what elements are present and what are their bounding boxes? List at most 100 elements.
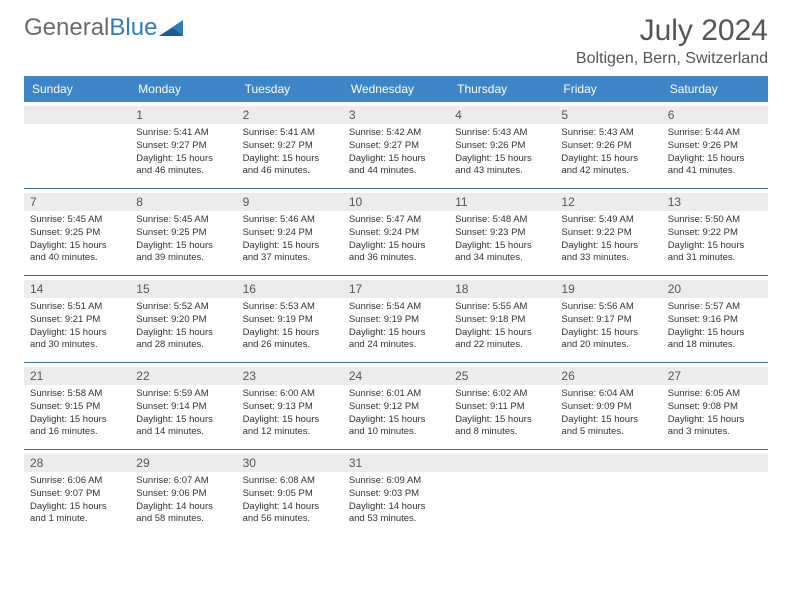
daylight-text: Daylight: 15 hours and 40 minutes. — [30, 240, 124, 266]
day-cell: 24 Sunrise: 6:01 AMSunset: 9:12 PMDayligh… — [343, 363, 449, 449]
day-cell: 14 Sunrise: 5:51 AMSunset: 9:21 PMDayligh… — [24, 276, 130, 362]
day-cell: 28Sunrise: 6:06 AMSunset: 9:07 PMDayligh… — [24, 450, 130, 536]
logo-text-gray: General — [24, 14, 109, 42]
sunset-text: Sunset: 9:13 PM — [243, 401, 337, 414]
day-number: 21 — [30, 369, 124, 383]
day-info: Sunrise: 5:41 AMSunset: 9:27 PMDaylight:… — [243, 127, 337, 178]
day-number-stripe: 25 — [449, 367, 555, 385]
day-number-stripe: 27 — [662, 367, 768, 385]
sunset-text: Sunset: 9:23 PM — [455, 227, 549, 240]
day-cell: 22Sunrise: 5:59 AMSunset: 9:14 PMDayligh… — [130, 363, 236, 449]
daylight-text: Daylight: 15 hours and 26 minutes. — [243, 327, 337, 353]
day-cell: 23Sunrise: 6:00 AMSunset: 9:13 PMDayligh… — [237, 363, 343, 449]
day-info: Sunrise: 5:44 AMSunset: 9:26 PMDaylight:… — [668, 127, 762, 178]
daylight-text: Daylight: 15 hours and 16 minutes. — [30, 414, 124, 440]
day-cell: 8Sunrise: 5:45 AMSunset: 9:25 PMDaylight… — [130, 189, 236, 275]
day-number-stripe: 12 — [555, 193, 661, 211]
sunrise-text: Sunrise: 5:52 AM — [136, 301, 230, 314]
day-number-stripe: 24 — [343, 367, 449, 385]
sunrise-text: Sunrise: 5:45 AM — [136, 214, 230, 227]
day-number: 19 — [561, 282, 655, 296]
sunset-text: Sunset: 9:27 PM — [136, 140, 230, 153]
day-number: 11 — [455, 195, 549, 209]
day-number: 26 — [561, 369, 655, 383]
day-number-stripe: 21 — [24, 367, 130, 385]
day-info: Sunrise: 5:43 AMSunset: 9:26 PMDaylight:… — [561, 127, 655, 178]
day-info: Sunrise: 6:05 AMSunset: 9:08 PMDaylight:… — [668, 388, 762, 439]
sunset-text: Sunset: 9:08 PM — [668, 401, 762, 414]
sunset-text: Sunset: 9:22 PM — [561, 227, 655, 240]
daylight-text: Daylight: 15 hours and 1 minute. — [30, 501, 124, 527]
day-number-stripe: 3 — [343, 106, 449, 124]
day-number: 10 — [349, 195, 443, 209]
sunrise-text: Sunrise: 6:02 AM — [455, 388, 549, 401]
daylight-text: Daylight: 15 hours and 41 minutes. — [668, 153, 762, 179]
day-number: 18 — [455, 282, 549, 296]
daylight-text: Daylight: 15 hours and 46 minutes. — [243, 153, 337, 179]
day-info: Sunrise: 5:42 AMSunset: 9:27 PMDaylight:… — [349, 127, 443, 178]
day-cell: 4Sunrise: 5:43 AMSunset: 9:26 PMDaylight… — [449, 102, 555, 188]
sunset-text: Sunset: 9:14 PM — [136, 401, 230, 414]
week-row: 1 Sunrise: 5:41 AMSunset: 9:27 PMDaylight… — [24, 102, 768, 189]
day-cell: 31Sunrise: 6:09 AMSunset: 9:03 PMDayligh… — [343, 450, 449, 536]
day-cell: 25Sunrise: 6:02 AMSunset: 9:11 PMDayligh… — [449, 363, 555, 449]
sunrise-text: Sunrise: 5:43 AM — [455, 127, 549, 140]
day-number-stripe: 18 — [449, 280, 555, 298]
sunset-text: Sunset: 9:18 PM — [455, 314, 549, 327]
sunrise-text: Sunrise: 5:58 AM — [30, 388, 124, 401]
day-headers-row: Sunday Monday Tuesday Wednesday Thursday… — [24, 76, 768, 102]
day-cell: 2Sunrise: 5:41 AMSunset: 9:27 PMDaylight… — [237, 102, 343, 188]
day-info: Sunrise: 5:47 AMSunset: 9:24 PMDaylight:… — [349, 214, 443, 265]
day-cell: 30Sunrise: 6:08 AMSunset: 9:05 PMDayligh… — [237, 450, 343, 536]
day-number-stripe: 14 — [24, 280, 130, 298]
day-number: 4 — [455, 108, 549, 122]
sunrise-text: Sunrise: 5:54 AM — [349, 301, 443, 314]
day-cell: 12Sunrise: 5:49 AMSunset: 9:22 PMDayligh… — [555, 189, 661, 275]
daylight-text: Daylight: 15 hours and 14 minutes. — [136, 414, 230, 440]
logo: GeneralBlue — [24, 14, 187, 42]
sunset-text: Sunset: 9:03 PM — [349, 488, 443, 501]
day-cell: 26 Sunrise: 6:04 AMSunset: 9:09 PMDayligh… — [555, 363, 661, 449]
day-number-stripe: 1 — [130, 106, 236, 124]
day-number-stripe: 8 — [130, 193, 236, 211]
day-cell — [555, 450, 661, 536]
day-number-stripe: 26 — [555, 367, 661, 385]
day-number: 13 — [668, 195, 762, 209]
day-cell: 20Sunrise: 5:57 AMSunset: 9:16 PMDayligh… — [662, 276, 768, 362]
daylight-text: Daylight: 14 hours and 58 minutes. — [136, 501, 230, 527]
day-info: Sunrise: 5:58 AMSunset: 9:15 PMDaylight:… — [30, 388, 124, 439]
day-info: Sunrise: 5:46 AMSunset: 9:24 PMDaylight:… — [243, 214, 337, 265]
daylight-text: Daylight: 15 hours and 43 minutes. — [455, 153, 549, 179]
sunrise-text: Sunrise: 6:00 AM — [243, 388, 337, 401]
sunrise-text: Sunrise: 6:09 AM — [349, 475, 443, 488]
day-info: Sunrise: 6:09 AMSunset: 9:03 PMDaylight:… — [349, 475, 443, 526]
day-info: Sunrise: 6:01 AMSunset: 9:12 PMDaylight:… — [349, 388, 443, 439]
day-number-stripe: 5 — [555, 106, 661, 124]
day-header: Monday — [130, 76, 236, 102]
sunset-text: Sunset: 9:05 PM — [243, 488, 337, 501]
day-number-stripe: 11 — [449, 193, 555, 211]
title-block: July 2024 Boltigen, Bern, Switzerland — [576, 14, 768, 68]
day-cell — [662, 450, 768, 536]
day-number-stripe — [449, 454, 555, 472]
day-number-stripe: 30 — [237, 454, 343, 472]
day-cell: 1Sunrise: 5:41 AMSunset: 9:27 PMDaylight… — [130, 102, 236, 188]
daylight-text: Daylight: 15 hours and 36 minutes. — [349, 240, 443, 266]
day-info: Sunrise: 6:04 AMSunset: 9:09 PMDaylight:… — [561, 388, 655, 439]
day-info: Sunrise: 5:50 AMSunset: 9:22 PMDaylight:… — [668, 214, 762, 265]
sunrise-text: Sunrise: 5:44 AM — [668, 127, 762, 140]
day-number-stripe: 28 — [24, 454, 130, 472]
day-number: 7 — [30, 195, 124, 209]
day-info: Sunrise: 5:51 AMSunset: 9:21 PMDaylight:… — [30, 301, 124, 352]
sunrise-text: Sunrise: 6:08 AM — [243, 475, 337, 488]
daylight-text: Daylight: 15 hours and 5 minutes. — [561, 414, 655, 440]
day-info: Sunrise: 5:48 AMSunset: 9:23 PMDaylight:… — [455, 214, 549, 265]
day-cell: 13 Sunrise: 5:50 AMSunset: 9:22 PMDayligh… — [662, 189, 768, 275]
day-cell: 17Sunrise: 5:54 AMSunset: 9:19 PMDayligh… — [343, 276, 449, 362]
day-number: 28 — [30, 456, 124, 470]
sunset-text: Sunset: 9:25 PM — [136, 227, 230, 240]
day-number: 30 — [243, 456, 337, 470]
daylight-text: Daylight: 14 hours and 53 minutes. — [349, 501, 443, 527]
day-number-stripe — [662, 454, 768, 472]
day-number: 14 — [30, 282, 124, 296]
